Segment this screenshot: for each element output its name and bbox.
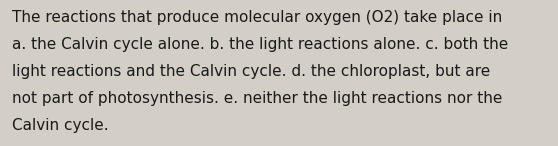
Text: not part of photosynthesis. e. neither the light reactions nor the: not part of photosynthesis. e. neither t… bbox=[12, 91, 503, 106]
Text: The reactions that produce molecular oxygen (O2) take place in: The reactions that produce molecular oxy… bbox=[12, 10, 503, 25]
Text: Calvin cycle.: Calvin cycle. bbox=[12, 118, 109, 133]
Text: a. the Calvin cycle alone. b. the light reactions alone. c. both the: a. the Calvin cycle alone. b. the light … bbox=[12, 37, 508, 52]
Text: light reactions and the Calvin cycle. d. the chloroplast, but are: light reactions and the Calvin cycle. d.… bbox=[12, 64, 490, 79]
